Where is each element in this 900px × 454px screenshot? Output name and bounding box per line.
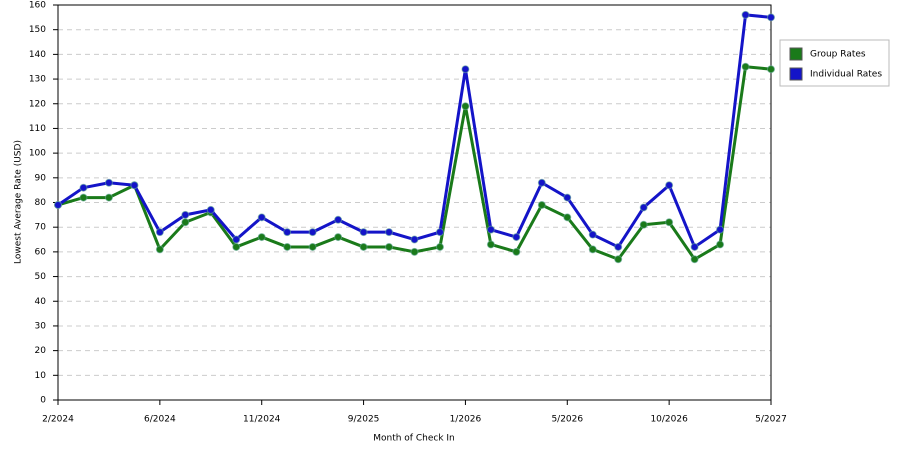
data-point [537,200,546,209]
y-axis-title: Lowest Average Rate (USD) [14,140,24,264]
y-tick-label: 130 [29,75,46,85]
data-point [537,178,546,187]
x-tick-label: 1/2026 [450,415,482,425]
data-point [155,228,164,237]
x-tick-label: 5/2026 [551,415,583,425]
data-point [461,65,470,74]
y-tick-label: 100 [29,149,46,159]
data-point [410,235,419,244]
data-point [79,183,88,192]
data-point [359,228,368,237]
legend-swatch [789,47,803,61]
x-tick-label: 11/2024 [243,415,281,425]
data-point [639,220,648,229]
data-point [665,181,674,190]
y-tick-label: 150 [29,25,46,35]
legend-label: Individual Rates [810,70,882,80]
data-point [716,225,725,234]
y-tick-label: 40 [35,297,47,307]
data-point [767,13,775,22]
data-point [104,193,113,202]
data-point [104,178,113,187]
data-point [257,233,266,242]
data-point [461,102,470,111]
y-tick-label: 20 [35,346,47,356]
data-point [435,228,444,237]
data-point [512,247,521,256]
y-tick-label: 70 [35,223,47,233]
x-tick-label: 9/2025 [348,415,380,425]
data-point [767,65,775,74]
data-point [283,228,292,237]
data-point [232,235,241,244]
data-point [665,218,674,227]
data-point [206,205,215,214]
data-point [486,225,495,234]
data-point [690,242,699,251]
data-point [181,218,190,227]
data-point [257,213,266,222]
y-tick-label: 30 [35,321,47,331]
data-point [486,240,495,249]
data-point [79,193,88,202]
y-tick-label: 160 [29,1,46,11]
data-point [334,215,343,224]
data-point [741,10,750,19]
data-point [588,245,597,254]
x-axis-title: Month of Check In [373,434,455,444]
legend-swatch [789,67,803,81]
data-point [130,181,139,190]
data-point [512,233,521,242]
data-point [690,255,699,264]
y-tick-label: 50 [35,272,47,282]
data-point [563,213,572,222]
series-line [57,13,772,249]
x-tick-label: 5/2027 [755,415,787,425]
data-point [435,242,444,251]
data-point [410,247,419,256]
data-point [155,245,164,254]
data-point [385,228,394,237]
data-point [588,230,597,239]
legend-label: Group Rates [810,50,866,60]
y-tick-label: 60 [35,247,47,257]
data-point [385,242,394,251]
y-tick-label: 140 [29,50,46,60]
x-tick-label: 2/2024 [42,415,74,425]
x-tick-label: 10/2026 [650,415,688,425]
data-point [359,242,368,251]
data-point [716,240,725,249]
data-point [741,62,750,71]
data-point [54,200,62,209]
data-point [181,210,190,219]
data-point [614,255,623,264]
y-tick-label: 0 [40,396,46,406]
y-tick-label: 110 [29,124,46,134]
data-point [308,242,317,251]
y-tick-label: 80 [35,198,47,208]
data-point [563,193,572,202]
data-point [614,242,623,251]
data-point [639,203,648,212]
data-point [283,242,292,251]
y-tick-label: 90 [35,173,47,183]
data-point [232,242,241,251]
y-tick-label: 120 [29,99,46,109]
y-tick-label: 10 [35,371,47,381]
x-tick-label: 6/2024 [144,415,176,425]
data-point [308,228,317,237]
data-point [334,233,343,242]
